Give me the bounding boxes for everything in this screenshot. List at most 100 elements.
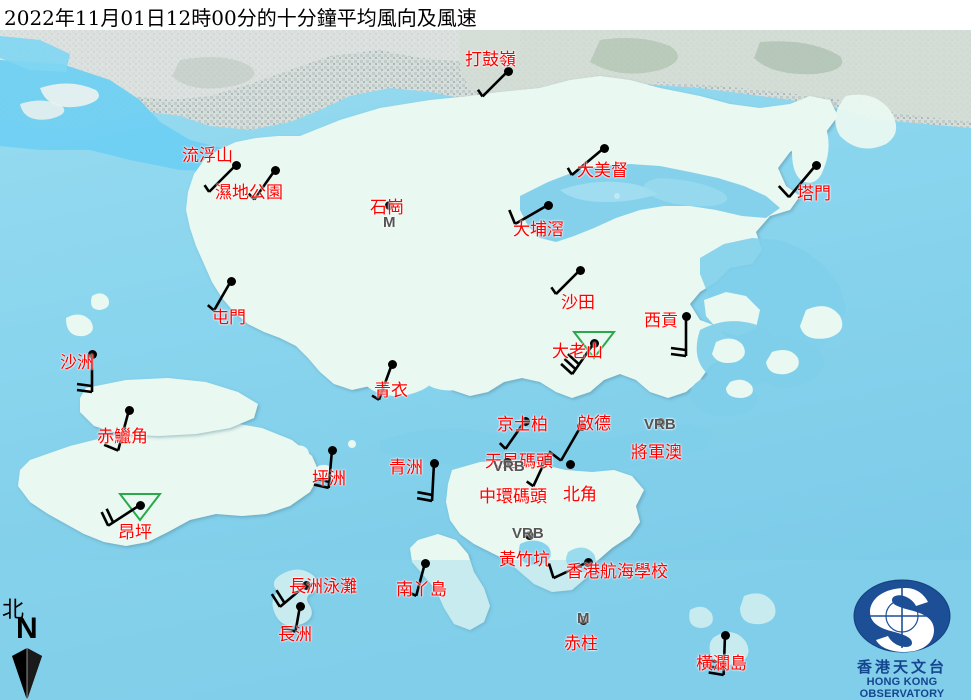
station-label: 中環碼頭: [479, 487, 547, 507]
station-label: 塔門: [797, 184, 831, 204]
station-label: 北角: [563, 485, 597, 505]
wind-barb-icon: [498, 420, 527, 450]
station-dot: [541, 454, 551, 464]
highland-triangle-icon: [571, 331, 617, 360]
station-flag-vrb: VRB: [493, 458, 525, 475]
wind-barb-icon: [247, 169, 277, 201]
chek-lap-kok-island: [80, 378, 258, 436]
title-bar: 2022年11月01日12時00分的十分鐘平均風向及風速: [0, 0, 971, 30]
wind-barb-icon: [708, 634, 727, 677]
station-dot: [231, 160, 241, 170]
station-flag-m: M: [383, 214, 396, 231]
wind-barb-icon: [525, 458, 548, 488]
station-label: 坪洲: [312, 469, 346, 489]
station-label: 橫瀾島: [696, 654, 747, 674]
compass-rose: 北 N: [2, 592, 62, 700]
new-territories-landmass: [186, 76, 838, 398]
station-label: 南丫島: [396, 580, 447, 600]
station-dot: [589, 338, 599, 348]
wind-barb-icon: [270, 584, 307, 608]
station-label: 屯門: [212, 308, 246, 328]
station-flag-vrb: VRB: [644, 416, 676, 433]
station-dot: [655, 417, 665, 427]
wind-barb-icon: [548, 425, 583, 462]
victoria-harbour: [380, 424, 714, 474]
wind-barb-icon: [206, 280, 233, 312]
compass-label-en: N: [16, 612, 38, 645]
station-flag-vrb: VRB: [512, 525, 544, 542]
station-label: 沙洲: [60, 353, 94, 373]
station-label: 大美督: [577, 161, 628, 181]
station-dot: [575, 265, 585, 275]
station-dot: [387, 359, 397, 369]
logo-name-en: HONG KONG OBSERVATORY: [859, 676, 945, 700]
station-dot: [503, 66, 513, 76]
station-dot: [124, 405, 134, 415]
station-dot: [270, 165, 280, 175]
station-dot: [811, 160, 821, 170]
wind-barb-icon: [313, 449, 334, 490]
wind-barb-icon: [560, 342, 596, 376]
station-dot: [295, 601, 305, 611]
station-dot: [429, 458, 439, 468]
wind-barb-icon: [550, 269, 581, 295]
station-label: 流浮山: [182, 146, 233, 166]
wind-barb-icon: [508, 203, 549, 226]
station-dot: [87, 349, 97, 359]
wind-barb-icon: [203, 164, 237, 193]
station-label: 青洲: [389, 458, 423, 478]
hko-logo-icon: [853, 579, 951, 653]
hko-logo: 香港天文台 HONG KONG OBSERVATORY: [836, 578, 968, 700]
station-label: 黃竹坑: [499, 550, 550, 570]
station-label: 香港航海學校: [566, 562, 668, 582]
page-title: 2022年11月01日12時00分的十分鐘平均風向及風速: [4, 6, 477, 30]
station-dot: [420, 558, 430, 568]
sha-chau-islets: [66, 293, 109, 337]
station-label: 赤鱲角: [97, 427, 148, 447]
station-label: 天星碼頭: [485, 452, 553, 472]
station-dot: [327, 445, 337, 455]
station-dot: [226, 276, 236, 286]
wind-barb-icon: [76, 354, 94, 394]
station-dot: [502, 457, 512, 467]
station-label: 西貢: [644, 311, 678, 331]
wind-barb-icon: [670, 316, 688, 358]
north-arrow-icon: [12, 648, 42, 700]
station-dot: [301, 580, 311, 590]
station-label: 沙田: [561, 293, 595, 313]
station-dot: [578, 615, 588, 625]
wind-barb-icon: [103, 409, 131, 452]
lantau-island: [18, 422, 320, 546]
station-dot: [583, 557, 593, 567]
station-dot: [543, 200, 553, 210]
station-dot: [599, 143, 609, 153]
wind-barb-icon: [371, 363, 394, 401]
station-label: 啟德: [577, 414, 611, 434]
wind-barb-icon: [408, 562, 427, 598]
wind-barb-icon: [566, 147, 605, 176]
wind-barb-icon: [476, 70, 509, 98]
station-label: 昂坪: [118, 523, 152, 543]
station-dot: [576, 421, 586, 431]
station-label: 石崗: [370, 198, 404, 218]
station-label: 濕地公園: [215, 183, 283, 203]
southeast-islets: [689, 593, 776, 665]
tsing-yi-islands: [354, 332, 481, 396]
station-label: 大埔滘: [513, 220, 564, 240]
station-label: 京士柏: [497, 415, 548, 435]
station-dot: [520, 416, 530, 426]
mainland-area: [0, 30, 971, 130]
station-label: 將軍澳: [631, 443, 682, 463]
station-label: 打鼓嶺: [465, 50, 516, 70]
lamma-island-shape: [410, 534, 490, 630]
station-dot: [720, 630, 730, 640]
station-label: 大老山: [552, 342, 603, 362]
wind-barb-icon: [547, 560, 589, 580]
highland-triangle-icon: [117, 493, 163, 522]
station-dot: [565, 459, 575, 469]
station-dot: [524, 530, 534, 540]
sai-kung-island-shapes: [712, 306, 843, 398]
station-dot: [384, 200, 394, 210]
